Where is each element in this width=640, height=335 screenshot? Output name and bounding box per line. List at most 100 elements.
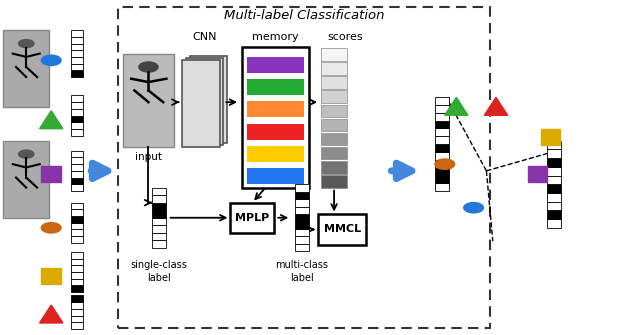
Bar	[435, 113, 449, 121]
Bar	[295, 184, 309, 192]
Bar	[321, 62, 347, 75]
Bar	[247, 101, 304, 117]
Bar	[71, 302, 83, 309]
Bar	[435, 105, 449, 113]
Bar	[182, 60, 220, 147]
Bar	[71, 216, 83, 223]
Bar	[295, 214, 309, 221]
Bar	[42, 166, 61, 182]
Bar	[547, 184, 561, 193]
Bar	[321, 147, 347, 159]
Circle shape	[42, 223, 61, 233]
Polygon shape	[40, 305, 63, 323]
Text: memory: memory	[252, 32, 298, 42]
Bar	[71, 309, 83, 316]
Bar	[3, 30, 49, 107]
Bar	[71, 164, 83, 171]
Bar	[547, 202, 561, 210]
Bar	[3, 141, 49, 218]
Bar	[71, 129, 83, 136]
Bar	[321, 133, 347, 145]
Bar	[71, 265, 83, 272]
Bar	[435, 168, 449, 175]
Bar	[71, 157, 83, 164]
Bar	[247, 168, 304, 184]
Bar	[152, 218, 166, 225]
Text: single-class: single-class	[131, 260, 187, 270]
Bar	[528, 166, 547, 182]
Bar	[295, 199, 309, 207]
Bar	[321, 90, 347, 103]
Bar	[321, 48, 347, 61]
Bar	[71, 295, 83, 302]
Circle shape	[19, 150, 34, 158]
Bar	[435, 183, 449, 191]
Bar	[71, 272, 83, 279]
Bar	[152, 233, 166, 241]
Bar	[42, 268, 61, 284]
Bar	[71, 122, 83, 129]
Bar	[435, 160, 449, 168]
Bar	[152, 225, 166, 233]
Circle shape	[19, 40, 34, 48]
Bar	[71, 37, 83, 44]
Bar	[71, 50, 83, 57]
Text: label: label	[290, 273, 314, 283]
Bar	[71, 223, 83, 229]
Polygon shape	[484, 97, 508, 115]
Bar	[295, 237, 309, 244]
Bar	[186, 58, 223, 145]
Circle shape	[139, 62, 158, 72]
Bar	[435, 175, 449, 183]
Text: input: input	[135, 152, 162, 162]
Bar	[71, 178, 83, 184]
Bar	[71, 285, 83, 292]
Bar	[435, 128, 449, 136]
Bar	[71, 171, 83, 178]
Bar	[71, 95, 83, 102]
Polygon shape	[40, 111, 63, 129]
Bar	[152, 195, 166, 203]
Bar	[541, 129, 560, 145]
Bar	[547, 149, 561, 158]
Bar	[152, 210, 166, 218]
Bar	[247, 57, 304, 73]
Bar	[71, 44, 83, 50]
Bar	[435, 97, 449, 105]
Bar	[71, 229, 83, 236]
Bar	[435, 152, 449, 160]
Bar	[71, 64, 83, 70]
Bar	[321, 161, 347, 174]
Bar	[247, 124, 304, 140]
Bar	[321, 119, 347, 131]
Text: multi-class: multi-class	[276, 260, 328, 270]
Bar	[71, 184, 83, 191]
Bar	[71, 259, 83, 265]
Bar	[547, 167, 561, 176]
Bar	[71, 70, 83, 77]
Bar	[242, 47, 309, 188]
Bar	[321, 76, 347, 89]
Bar	[71, 279, 83, 285]
Bar	[71, 236, 83, 243]
Bar	[71, 252, 83, 259]
Polygon shape	[445, 97, 468, 115]
Bar	[71, 203, 83, 209]
Bar	[295, 221, 309, 229]
Bar	[435, 136, 449, 144]
Bar	[547, 219, 561, 228]
Bar	[71, 322, 83, 329]
Bar	[123, 54, 174, 147]
Bar	[547, 210, 561, 219]
Bar	[71, 102, 83, 109]
Bar	[152, 188, 166, 195]
Bar	[71, 109, 83, 116]
Bar	[435, 121, 449, 128]
Text: MPLP: MPLP	[235, 213, 269, 223]
Bar	[71, 116, 83, 122]
Bar	[547, 141, 561, 149]
Bar	[71, 209, 83, 216]
Bar	[71, 57, 83, 64]
Bar	[295, 192, 309, 199]
Bar	[318, 214, 366, 245]
